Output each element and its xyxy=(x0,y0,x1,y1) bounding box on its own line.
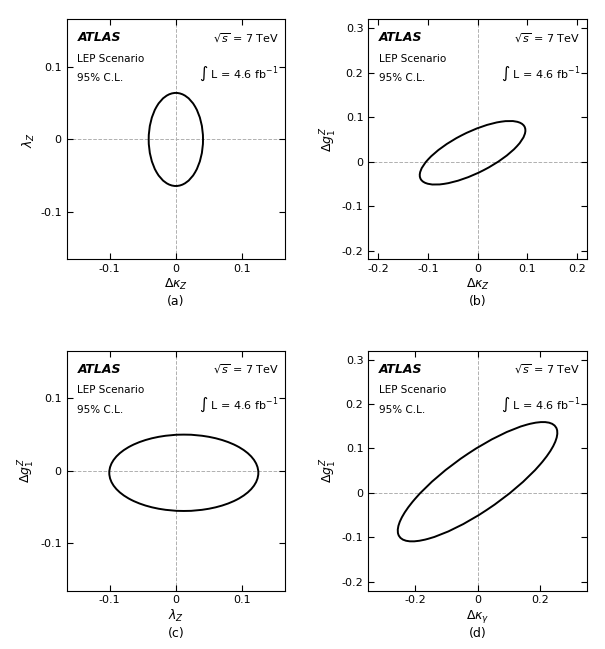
X-axis label: $\lambda_Z$: $\lambda_Z$ xyxy=(168,608,184,624)
Text: LEP Scenario: LEP Scenario xyxy=(77,386,145,395)
Y-axis label: $\Delta g_1^Z$: $\Delta g_1^Z$ xyxy=(17,458,38,484)
Text: $\sqrt{s}$ = 7 TeV: $\sqrt{s}$ = 7 TeV xyxy=(514,31,580,45)
Text: $\sqrt{s}$ = 7 TeV: $\sqrt{s}$ = 7 TeV xyxy=(213,31,279,45)
Text: ATLAS: ATLAS xyxy=(379,363,423,376)
Text: (b): (b) xyxy=(469,295,486,308)
Text: ATLAS: ATLAS xyxy=(379,31,423,45)
Y-axis label: $\Delta g_1^Z$: $\Delta g_1^Z$ xyxy=(319,458,339,484)
Text: $\int$ L = 4.6 fb$^{-1}$: $\int$ L = 4.6 fb$^{-1}$ xyxy=(501,65,580,83)
X-axis label: $\Delta\kappa_Z$: $\Delta\kappa_Z$ xyxy=(465,277,489,292)
Y-axis label: $\Delta g_1^Z$: $\Delta g_1^Z$ xyxy=(319,127,339,152)
Text: ATLAS: ATLAS xyxy=(77,31,121,45)
X-axis label: $\Delta\kappa_\gamma$: $\Delta\kappa_\gamma$ xyxy=(466,608,489,625)
Text: $\int$ L = 4.6 fb$^{-1}$: $\int$ L = 4.6 fb$^{-1}$ xyxy=(199,65,279,83)
Text: (d): (d) xyxy=(469,626,486,639)
Text: $\sqrt{s}$ = 7 TeV: $\sqrt{s}$ = 7 TeV xyxy=(213,363,279,376)
Text: 95% C.L.: 95% C.L. xyxy=(77,73,124,84)
Text: LEP Scenario: LEP Scenario xyxy=(77,55,145,64)
Text: 95% C.L.: 95% C.L. xyxy=(379,73,425,84)
Text: 95% C.L.: 95% C.L. xyxy=(77,404,124,415)
X-axis label: $\Delta\kappa_Z$: $\Delta\kappa_Z$ xyxy=(164,277,188,292)
Text: LEP Scenario: LEP Scenario xyxy=(379,386,446,395)
Y-axis label: $\lambda_Z$: $\lambda_Z$ xyxy=(21,131,38,147)
Text: 95% C.L.: 95% C.L. xyxy=(379,404,425,415)
Text: $\int$ L = 4.6 fb$^{-1}$: $\int$ L = 4.6 fb$^{-1}$ xyxy=(199,397,279,415)
Text: LEP Scenario: LEP Scenario xyxy=(379,55,446,64)
Text: ATLAS: ATLAS xyxy=(77,363,121,376)
Text: $\int$ L = 4.6 fb$^{-1}$: $\int$ L = 4.6 fb$^{-1}$ xyxy=(501,397,580,415)
Text: (c): (c) xyxy=(168,626,185,639)
Text: (a): (a) xyxy=(167,295,185,308)
Text: $\sqrt{s}$ = 7 TeV: $\sqrt{s}$ = 7 TeV xyxy=(514,363,580,376)
